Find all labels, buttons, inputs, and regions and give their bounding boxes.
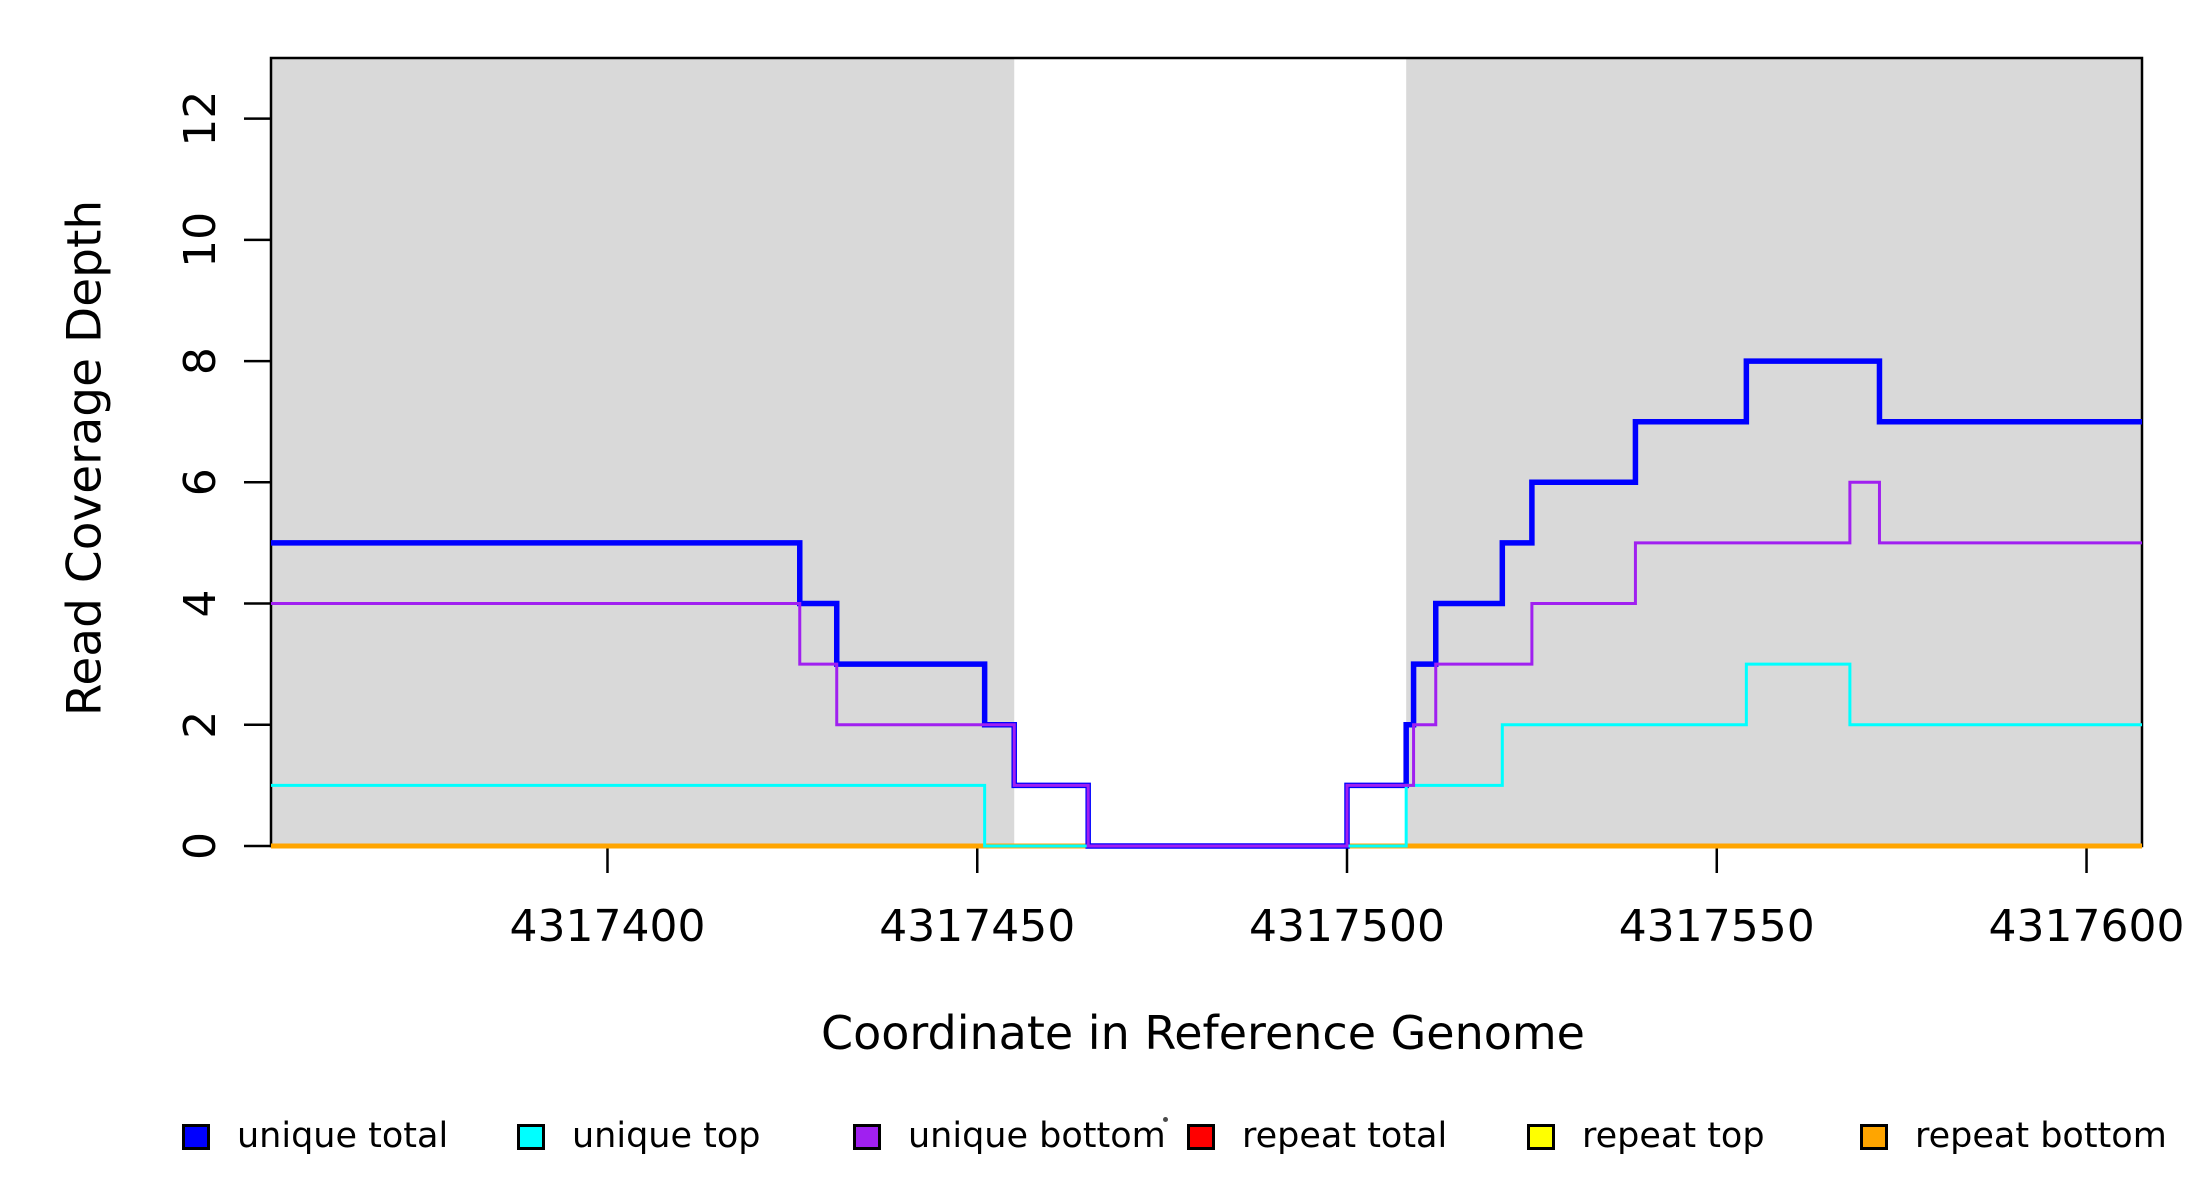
x-axis-title: Coordinate in Reference Genome	[821, 1006, 1585, 1060]
legend-item-unique-bottom: unique bottom	[853, 1119, 1166, 1154]
y-tick-label: 2	[175, 711, 226, 739]
legend-swatch-repeat-top	[1527, 1123, 1555, 1150]
series-line-unique-top	[271, 662, 2142, 848]
legend-item-unique-top: unique top	[517, 1119, 761, 1154]
legend-label: repeat top	[1582, 1116, 1765, 1156]
x-tick-label: 4317550	[1619, 901, 1815, 952]
y-axis-title: Read Coverage Depth	[57, 199, 113, 717]
x-tick-label: 4317400	[509, 901, 705, 952]
y-tick-label: 0	[175, 832, 226, 860]
y-tick-label: 8	[175, 347, 226, 375]
legend-item-unique-total: unique total	[182, 1119, 448, 1154]
x-tick-label: 4317500	[1249, 901, 1445, 952]
legend-swatch-repeat-total	[1187, 1123, 1215, 1150]
legend-label: unique top	[572, 1116, 761, 1156]
legend-label: repeat total	[1242, 1116, 1448, 1156]
y-tick-label: 4	[175, 590, 226, 618]
legend-swatch-unique-top	[517, 1123, 545, 1150]
shaded-region-1	[1406, 58, 2142, 846]
legend-swatch-unique-bottom	[853, 1123, 881, 1150]
shaded-region-0	[271, 58, 1015, 846]
legend-item-repeat-total: repeat total	[1187, 1119, 1447, 1154]
x-tick-label: 4317450	[879, 901, 1075, 952]
legend-label: unique total	[237, 1116, 449, 1156]
series-line-unique-total	[271, 358, 2142, 849]
legend-swatch-unique-total	[182, 1123, 210, 1150]
legend-swatch-repeat-bottom	[1860, 1123, 1888, 1150]
stray-dot-artifact	[1163, 1117, 1168, 1122]
y-tick-label: 10	[175, 212, 226, 268]
x-tick-label: 4317600	[1989, 901, 2185, 952]
legend-label: repeat bottom	[1915, 1116, 2167, 1156]
legend-item-repeat-bottom: repeat bottom	[1860, 1119, 2167, 1154]
y-tick-label: 6	[175, 468, 226, 496]
legend-label: unique bottom	[908, 1116, 1166, 1156]
legend-item-repeat-top: repeat top	[1527, 1119, 1765, 1154]
y-tick-label: 12	[175, 91, 226, 147]
series-line-unique-bottom	[271, 480, 2142, 848]
